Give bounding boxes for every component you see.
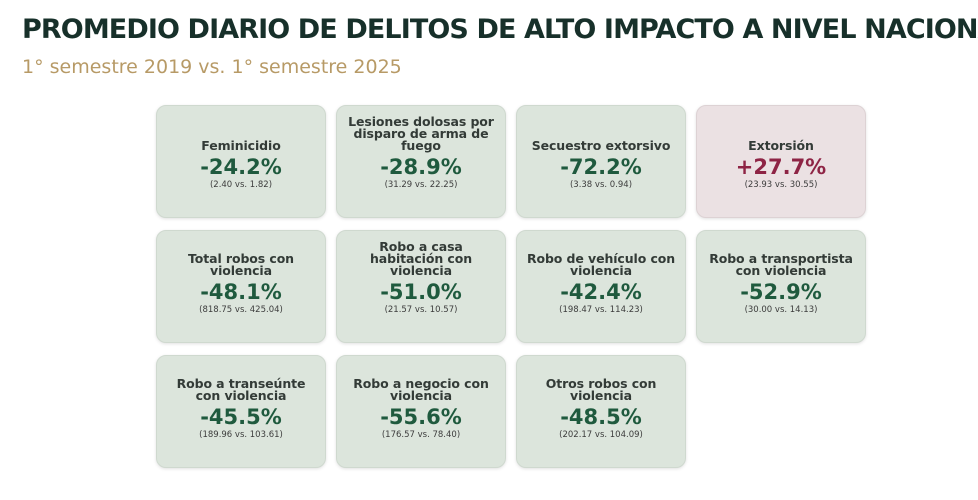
- stat-card-label: Total robos con violencia: [188, 251, 294, 278]
- stat-card-comparison: (189.96 vs. 103.61): [199, 430, 283, 440]
- stat-card-label: Robo a negocio con violencia: [353, 376, 489, 403]
- stat-card-comparison: (176.57 vs. 78.40): [381, 430, 461, 440]
- stat-card-label: Extorsión: [748, 138, 814, 153]
- stat-card-label: Feminicidio: [201, 138, 281, 153]
- stat-card-comparison: (21.57 vs. 10.57): [384, 305, 458, 315]
- stat-card-label: Lesiones dolosas por disparo de arma de …: [348, 114, 494, 153]
- stat-card-label: Otros robos con violencia: [545, 376, 657, 403]
- stat-card-percent-change: -24.2%: [200, 155, 282, 179]
- stat-card-robo-transeunte: Robo a transeúnte con violencia -45.5% (…: [156, 355, 326, 468]
- stat-card-lesiones-dolosas: Lesiones dolosas por disparo de arma de …: [336, 105, 506, 218]
- stat-card-comparison: (31.29 vs. 22.25): [384, 180, 458, 190]
- stat-card-comparison: (198.47 vs. 114.23): [559, 305, 643, 315]
- stat-card-percent-change: -52.9%: [740, 280, 822, 304]
- stat-card-label: Robo a transeúnte con violencia: [176, 376, 306, 403]
- stat-card-total-robos: Total robos con violencia -48.1% (818.75…: [156, 230, 326, 343]
- stat-card-percent-change: -28.9%: [380, 155, 462, 179]
- stat-card-percent-change: -51.0%: [380, 280, 462, 304]
- stat-card-secuestro-extorsivo: Secuestro extorsivo -72.2% (3.38 vs. 0.9…: [516, 105, 686, 218]
- stat-card-comparison: (2.40 vs. 1.82): [209, 180, 273, 190]
- stat-card-percent-change: +27.7%: [735, 155, 827, 179]
- stat-card-robo-negocio: Robo a negocio con violencia -55.6% (176…: [336, 355, 506, 468]
- stat-card-percent-change: -45.5%: [200, 405, 282, 429]
- stat-card-robo-vehiculo: Robo de vehículo con violencia -42.4% (1…: [516, 230, 686, 343]
- page-title: PROMEDIO DIARIO DE DELITOS DE ALTO IMPAC…: [22, 14, 978, 45]
- stat-card-comparison: (202.17 vs. 104.09): [559, 430, 643, 440]
- stat-card-otros-robos: Otros robos con violencia -48.5% (202.17…: [516, 355, 686, 468]
- stat-card-extorsion: Extorsión +27.7% (23.93 vs. 30.55): [696, 105, 866, 218]
- stat-card-label: Robo a transportista con violencia: [709, 251, 853, 278]
- stat-card-robo-transportista: Robo a transportista con violencia -52.9…: [696, 230, 866, 343]
- stat-card-feminicidio: Feminicidio -24.2% (2.40 vs. 1.82): [156, 105, 326, 218]
- stat-card-label: Robo de vehículo con violencia: [526, 251, 676, 278]
- stat-card-comparison: (23.93 vs. 30.55): [744, 180, 818, 190]
- stat-card-percent-change: -48.5%: [560, 405, 642, 429]
- stat-card-percent-change: -55.6%: [380, 405, 462, 429]
- stat-card-comparison: (3.38 vs. 0.94): [569, 180, 633, 190]
- crime-stats-grid: Feminicidio -24.2% (2.40 vs. 1.82) Lesio…: [156, 105, 866, 468]
- stat-card-comparison: (818.75 vs. 425.04): [199, 305, 283, 315]
- stat-card-percent-change: -48.1%: [200, 280, 282, 304]
- page-subtitle: 1° semestre 2019 vs. 1° semestre 2025: [22, 56, 402, 78]
- stat-card-comparison: (30.00 vs. 14.13): [744, 305, 818, 315]
- stat-card-percent-change: -42.4%: [560, 280, 642, 304]
- stat-card-label: Robo a casa habitación con violencia: [369, 239, 472, 278]
- stat-card-percent-change: -72.2%: [560, 155, 642, 179]
- stat-card-label: Secuestro extorsivo: [531, 138, 671, 153]
- stat-card-robo-casa: Robo a casa habitación con violencia -51…: [336, 230, 506, 343]
